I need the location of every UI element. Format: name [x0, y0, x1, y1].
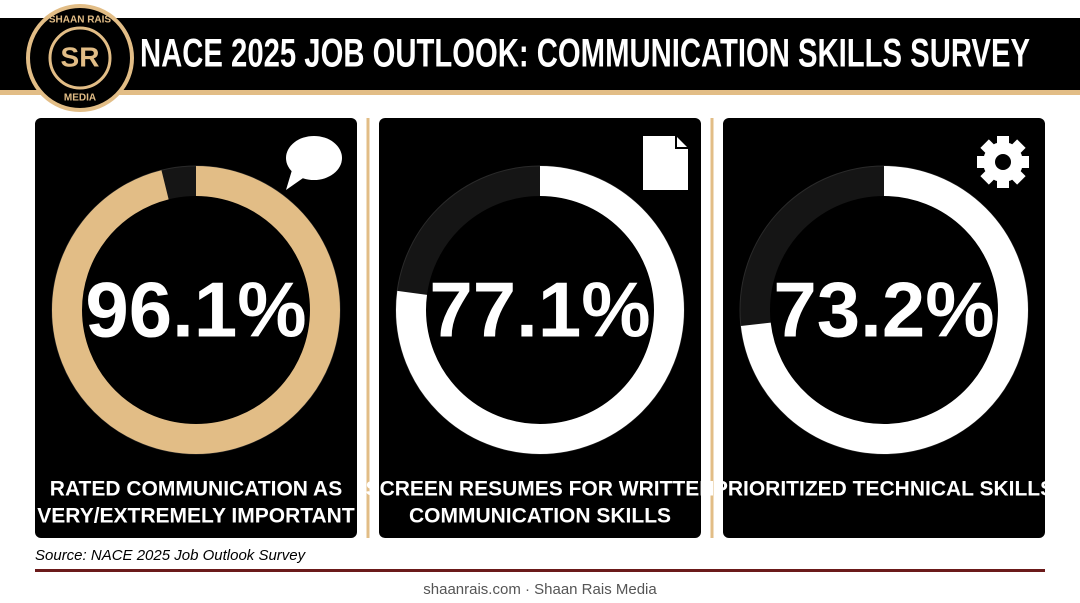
gear-tooth [977, 156, 991, 168]
card-label: VERY/EXTREMELY IMPORTANT [37, 505, 355, 528]
ring-arc [396, 166, 684, 454]
gear-tooth [980, 166, 999, 185]
gear-tooth [1015, 156, 1029, 168]
header-rule [0, 90, 1080, 95]
gear-tooth [997, 136, 1009, 150]
ring-arc [740, 166, 1028, 454]
logo-monogram: SR [61, 41, 100, 72]
gear-icon [977, 136, 1029, 188]
logo-bottom: MEDIA [64, 93, 96, 104]
value-label: 77.1% [429, 266, 650, 354]
gear-tooth [980, 139, 999, 158]
header-band [0, 18, 1080, 90]
logo [26, 4, 134, 112]
gear-tooth [1007, 166, 1026, 185]
footer-text: shaanrais.com · Shaan Rais Media [423, 581, 657, 598]
header-title: NACE 2025 JOB OUTLOOK: COMMUNICATION SKI… [140, 32, 1030, 76]
value-label: 96.1% [85, 266, 306, 354]
cards: 96.1% RATED COMMUNICATION AS VERY/EXTREMEL… [35, 118, 1054, 538]
logo-ring [48, 26, 112, 90]
card-label: COMMUNICATION SKILLS [409, 505, 671, 528]
gear-tooth [997, 174, 1009, 188]
card-label: PRIORITIZED TECHNICAL SKILLS [714, 478, 1054, 501]
speech-icon [286, 136, 342, 190]
card-label: RATED COMMUNICATION AS [50, 478, 342, 501]
document-icon [643, 136, 688, 190]
ring-arc [52, 166, 340, 454]
footer-rule [35, 569, 1045, 572]
card-label: SCREEN RESUMES FOR WRITTEN [366, 478, 715, 501]
gear-tooth [1007, 139, 1026, 158]
logo-top: SHAAN RAIS [49, 15, 112, 26]
value-label: 73.2% [773, 266, 994, 354]
source-note: Source: NACE 2025 Job Outlook Survey [35, 547, 307, 564]
